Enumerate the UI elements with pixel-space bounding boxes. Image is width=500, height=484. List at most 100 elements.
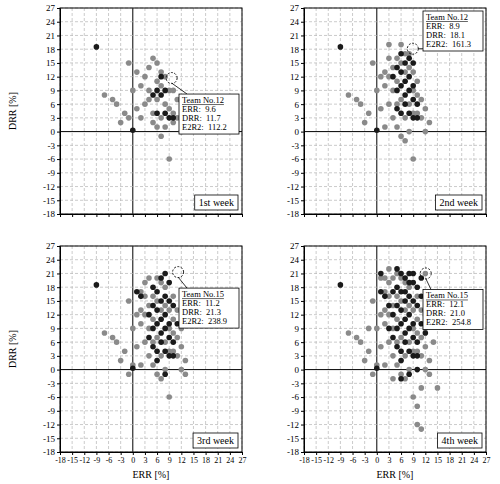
point: [374, 88, 380, 94]
tick: 15: [46, 296, 60, 306]
point: [134, 344, 140, 350]
point: [346, 330, 352, 336]
grid-line: [60, 35, 242, 36]
zero-line: [376, 246, 377, 452]
tick-label: 6: [295, 100, 300, 110]
point: [110, 97, 116, 103]
point: [435, 385, 441, 391]
zero-line: [376, 8, 377, 214]
point: [146, 88, 152, 94]
tick: -3: [292, 141, 305, 151]
y-axis: -18-15-12-9-6-30369121518212427: [43, 3, 61, 219]
tick-label: 24: [46, 255, 56, 265]
tick-mark: [316, 214, 317, 217]
tick-mark: [230, 452, 231, 455]
point: [410, 307, 416, 313]
tick: 6: [51, 100, 61, 110]
point: [402, 289, 408, 295]
point: [370, 371, 376, 377]
zero-line: [304, 131, 486, 132]
plot-frame: [304, 246, 486, 452]
tick: 18: [290, 45, 304, 55]
point: [394, 344, 400, 350]
tick-mark: [84, 214, 85, 217]
point: [423, 344, 429, 350]
tick-label: 18: [46, 45, 56, 55]
tick-label: -6: [48, 392, 56, 402]
point: [402, 115, 408, 121]
point: [366, 326, 372, 332]
point: [158, 353, 164, 359]
panel: -18-15-12-9-6-30369121518212427Team No.1…: [7, 3, 243, 219]
point: [102, 92, 108, 98]
tick: 3: [51, 113, 61, 123]
tick: 12: [290, 310, 304, 320]
tick: -15: [311, 452, 322, 465]
point: [394, 266, 400, 272]
point: [414, 422, 420, 428]
tick-mark: [462, 214, 463, 217]
zero-line: [132, 246, 133, 452]
annotation: Team No.12ERR: 9.6DRR: 11.7E2R2: 112.2: [172, 83, 239, 134]
point: [358, 339, 364, 345]
tick-label: 24: [470, 456, 478, 465]
tick-mark: [145, 452, 146, 455]
tick: -12: [79, 452, 90, 465]
leader-line: [418, 48, 423, 49]
tick-mark: [57, 159, 60, 160]
point: [354, 335, 360, 341]
point: [378, 106, 384, 112]
tick-label: -18: [287, 209, 299, 219]
annotation-text: E2R2: 254.8: [426, 317, 471, 327]
tick-label: -18: [43, 209, 55, 219]
tick: 15: [46, 58, 60, 68]
tick-mark: [377, 452, 378, 455]
axis-line: [57, 247, 61, 453]
tick-mark: [301, 159, 304, 160]
point: [382, 321, 388, 327]
grid-line: [473, 246, 474, 452]
y-axis: -18-15-12-9-6-30369121518212427: [287, 3, 305, 219]
point: [183, 358, 189, 364]
point: [398, 42, 404, 48]
tick-label: 6: [295, 338, 300, 348]
tick-label: 9: [295, 324, 300, 334]
point: [423, 271, 429, 277]
point: [154, 97, 160, 103]
grid-line: [120, 8, 121, 214]
point: [414, 316, 420, 322]
tick-mark: [301, 104, 304, 105]
tick-mark: [301, 342, 304, 343]
point: [386, 42, 392, 48]
tick: [353, 214, 354, 217]
grid-line: [352, 246, 353, 452]
tick: -18: [287, 447, 304, 457]
tick-label: -3: [48, 141, 56, 151]
point: [410, 335, 416, 341]
tick: [121, 214, 122, 217]
point: [398, 271, 404, 277]
tick-label: 18: [46, 283, 56, 293]
point: [406, 280, 412, 286]
label-box: [435, 195, 482, 210]
point: [138, 294, 144, 300]
tick-mark: [218, 452, 219, 455]
grid-line: [144, 246, 145, 452]
tick: [96, 214, 97, 217]
tick: 12: [290, 72, 304, 82]
panel: -18-15-12-9-6-30369121518212427Team No.1…: [287, 3, 487, 219]
tick-label: -12: [43, 420, 55, 430]
tick-label: 27: [46, 3, 56, 13]
tick: 15: [290, 296, 304, 306]
tick: 21: [46, 269, 60, 279]
tick-label: 24: [46, 17, 56, 27]
tick: 27: [290, 3, 304, 13]
point: [170, 294, 176, 300]
tick-label: -9: [48, 406, 56, 416]
tick-mark: [301, 328, 304, 329]
annotation-box: [179, 288, 239, 328]
point: [170, 330, 176, 336]
point: [130, 326, 136, 332]
point: [146, 335, 152, 341]
tick-mark: [133, 214, 134, 217]
